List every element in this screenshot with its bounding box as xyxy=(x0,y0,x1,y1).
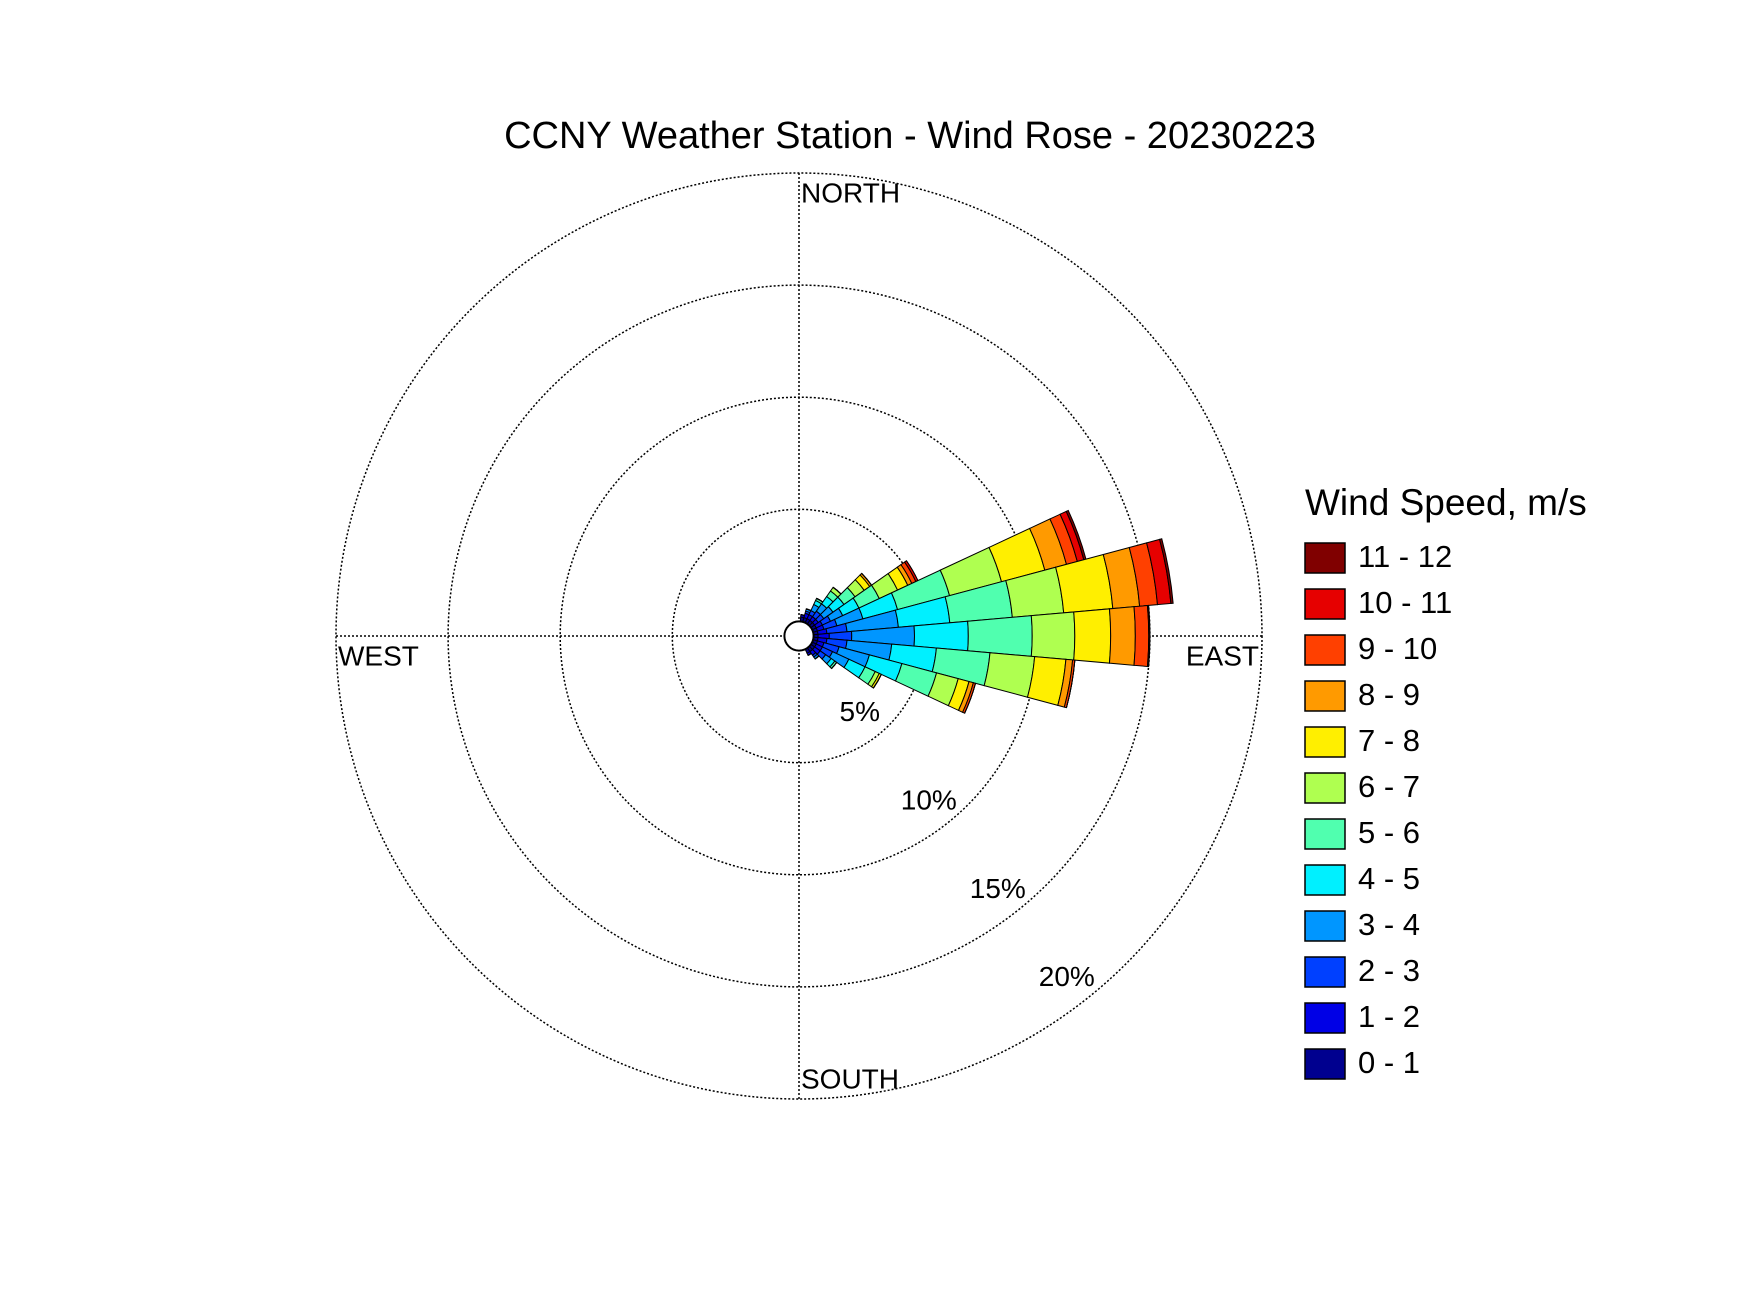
legend-title: Wind Speed, m/s xyxy=(1305,482,1587,523)
ring-label: 10% xyxy=(901,785,957,816)
legend-swatch xyxy=(1304,726,1346,758)
wedge-segment xyxy=(831,662,838,669)
legend-label: 2 - 3 xyxy=(1358,953,1420,988)
center-hole xyxy=(783,620,815,652)
legend-label: 11 - 12 xyxy=(1358,539,1452,574)
legend-label: 6 - 7 xyxy=(1358,769,1420,804)
wedge-segment xyxy=(1030,611,1076,661)
wedge-segment xyxy=(800,614,805,616)
wedge-segment xyxy=(1073,608,1112,664)
legend-label: 7 - 8 xyxy=(1358,723,1420,758)
legend-label: 0 - 1 xyxy=(1358,1045,1420,1080)
direction-label: EAST xyxy=(1186,640,1259,671)
legend-swatch xyxy=(1304,634,1346,666)
ring-label: 5% xyxy=(840,696,880,727)
wedge-segment xyxy=(1133,604,1150,668)
direction-label: NORTH xyxy=(801,177,900,208)
chart-title: CCNY Weather Station - Wind Rose - 20230… xyxy=(504,115,1316,157)
wedge-segment xyxy=(807,653,812,656)
legend-swatch xyxy=(1304,910,1346,942)
legend-label: 4 - 5 xyxy=(1358,861,1420,896)
legend-swatch xyxy=(1304,588,1346,620)
legend-label: 1 - 2 xyxy=(1358,999,1420,1034)
ring-label: 20% xyxy=(1039,961,1095,992)
direction-label: WEST xyxy=(338,640,419,671)
legend-label: 10 - 11 xyxy=(1358,585,1452,620)
legend-swatch xyxy=(1304,1048,1346,1080)
legend-swatch xyxy=(1304,772,1346,804)
legend-swatch xyxy=(1304,956,1346,988)
wedge-segment xyxy=(1108,606,1136,666)
wedge-segment xyxy=(983,652,1036,698)
wedge-segment xyxy=(967,615,1033,657)
legend-label: 9 - 10 xyxy=(1358,631,1437,666)
legend-swatch xyxy=(1304,680,1346,712)
legend-swatch xyxy=(1304,864,1346,896)
wedge-segment xyxy=(964,683,977,714)
legend-swatch xyxy=(1304,542,1346,574)
legend-label: 3 - 4 xyxy=(1358,907,1420,942)
direction-label: SOUTH xyxy=(801,1063,899,1094)
legend-label: 8 - 9 xyxy=(1358,677,1420,712)
wedge-segment xyxy=(1158,538,1174,605)
legend-label: 5 - 6 xyxy=(1358,815,1420,850)
legend-swatch xyxy=(1304,818,1346,850)
legend-swatch xyxy=(1304,1002,1346,1034)
ring-label: 15% xyxy=(970,873,1026,904)
